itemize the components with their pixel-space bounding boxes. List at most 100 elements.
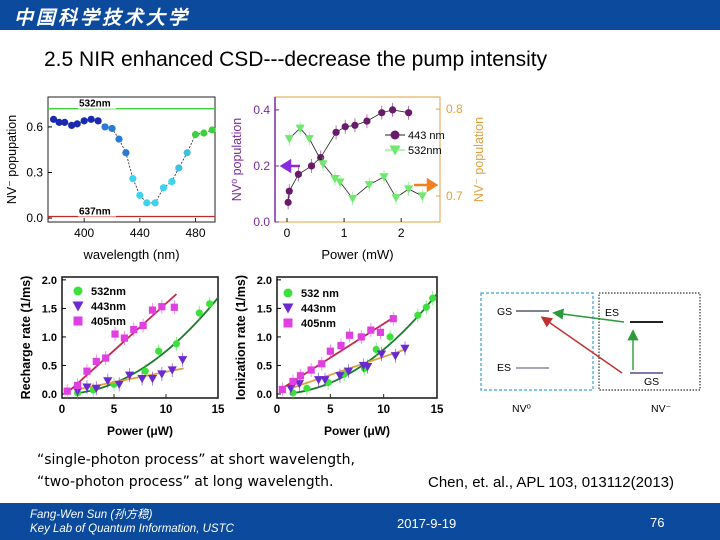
y-tick-label: 0.5 (257, 360, 272, 372)
data-point (158, 303, 166, 311)
data-point (357, 333, 365, 341)
data-point (102, 354, 110, 362)
x-tick-label: 440 (130, 226, 150, 240)
data-point (83, 367, 91, 375)
data-point (422, 303, 430, 311)
chart-2: 0 1 2 0.0 0.2 0.4 0.7 0.8 Power (mW) NV⁰ populati… (230, 96, 486, 262)
data-point (364, 181, 374, 190)
series-443nm (73, 352, 188, 399)
series-443nm (286, 341, 410, 396)
data-point (73, 120, 81, 128)
data-point (101, 123, 109, 131)
y-tick-label: 1.5 (257, 303, 272, 315)
x-tick-label: 0 (274, 404, 280, 416)
data-point (159, 184, 168, 192)
y-tick-label: 2.0 (257, 275, 272, 287)
data-point (307, 162, 316, 170)
nvm-es-label: ES (605, 307, 619, 319)
y-tick-label: 0.0 (42, 389, 57, 401)
data-point (318, 160, 328, 169)
data-point (376, 350, 387, 359)
data-point (335, 178, 345, 187)
data-point (295, 124, 305, 133)
data-point (148, 306, 157, 314)
fit-line (77, 297, 219, 394)
nv0-label: NV⁰ (512, 403, 532, 415)
legend-marker (73, 316, 83, 326)
data-point (147, 374, 158, 384)
data-point (294, 380, 304, 389)
data-point (363, 117, 371, 125)
data-point (129, 174, 137, 183)
right-arrow-icon (414, 177, 439, 193)
y-tick-label: 2.0 (42, 275, 57, 287)
x-tick-label: 1 (341, 226, 348, 240)
data-point (139, 321, 147, 330)
nv0-gs-label: GS (497, 306, 512, 318)
legend-marker (390, 130, 400, 140)
footer-author: Fang-Wen Sun (孙方稳) Key Lab of Quantum In… (30, 508, 234, 536)
series-405nm (63, 293, 178, 399)
header-bar: 中国科学技术大学 (0, 0, 720, 30)
data-point (175, 164, 183, 172)
caption-line-2: “two-photon process” at long wavelength. (37, 474, 334, 490)
x-tick-label: 0 (284, 226, 291, 240)
series-405nm (278, 311, 397, 397)
data-point (200, 129, 208, 137)
reference-label-bg (78, 206, 116, 217)
footer-date: 2017-9-19 (397, 516, 457, 531)
data-point (304, 135, 314, 144)
nv0-box (480, 292, 594, 391)
data-point (170, 303, 178, 311)
legend-marker (72, 301, 84, 312)
y-tick-label: 1.0 (42, 332, 57, 344)
x-tick-label: 2 (398, 226, 405, 240)
chart-3: 0 5 10 15 0.0 0.5 1.0 1.5 2.0 Power (μW) Recharge … (19, 275, 225, 438)
data-point (337, 341, 345, 350)
legend-marker (389, 145, 401, 156)
x-tick-label: 15 (431, 404, 444, 416)
y-right-tick-label: 0.7 (446, 189, 463, 203)
green-arrow-ionization (552, 308, 625, 323)
legend-label: 532nm (408, 145, 442, 157)
y-tick-label: 1.5 (42, 303, 57, 315)
data-point (343, 367, 354, 376)
series-line (53, 118, 213, 204)
data-point (367, 326, 375, 334)
data-point (307, 366, 315, 374)
data-point (379, 173, 389, 182)
reference-line-label: 532nm (79, 99, 111, 110)
data-point (348, 194, 358, 204)
legend-label: 405nm (301, 318, 336, 330)
data-point (206, 300, 214, 308)
x-tick-label: 10 (160, 404, 173, 416)
x-tick-label: 5 (111, 404, 118, 416)
data-point (74, 381, 82, 390)
data-point (326, 347, 334, 355)
nvminus-label: NV⁻ (651, 403, 672, 415)
y-right-axis-label: NV⁻ population (472, 117, 486, 202)
footer-bar: Fang-Wen Sun (孙方稳) Key Lab of Quantum In… (0, 503, 720, 540)
data-point (151, 199, 159, 207)
data-point (111, 330, 119, 338)
data-point (296, 372, 305, 380)
data-point (284, 198, 292, 206)
x-axis-label: Power (mW) (321, 247, 393, 262)
slide-title: 2.5 NIR enhanced CSD---decrease the pump… (44, 48, 548, 71)
data-point (103, 377, 113, 386)
x-axis-label: Power (μW) (324, 424, 390, 438)
data-point (167, 366, 177, 375)
legend-marker (283, 288, 293, 298)
nvm-gs-label: GS (644, 376, 659, 388)
nv0-es-label: ES (497, 362, 511, 374)
data-point (289, 377, 297, 386)
data-point (172, 340, 180, 348)
y-tick-label: 0.6 (26, 120, 43, 134)
data-point (429, 294, 437, 302)
legend-label: 443 nm (408, 130, 445, 142)
caption: “single-photon process” at short wavelen… (37, 449, 355, 493)
data-point (87, 115, 95, 123)
y-axis-label: NV⁰ population (230, 118, 244, 202)
data-point (335, 372, 345, 381)
data-point (417, 192, 427, 201)
